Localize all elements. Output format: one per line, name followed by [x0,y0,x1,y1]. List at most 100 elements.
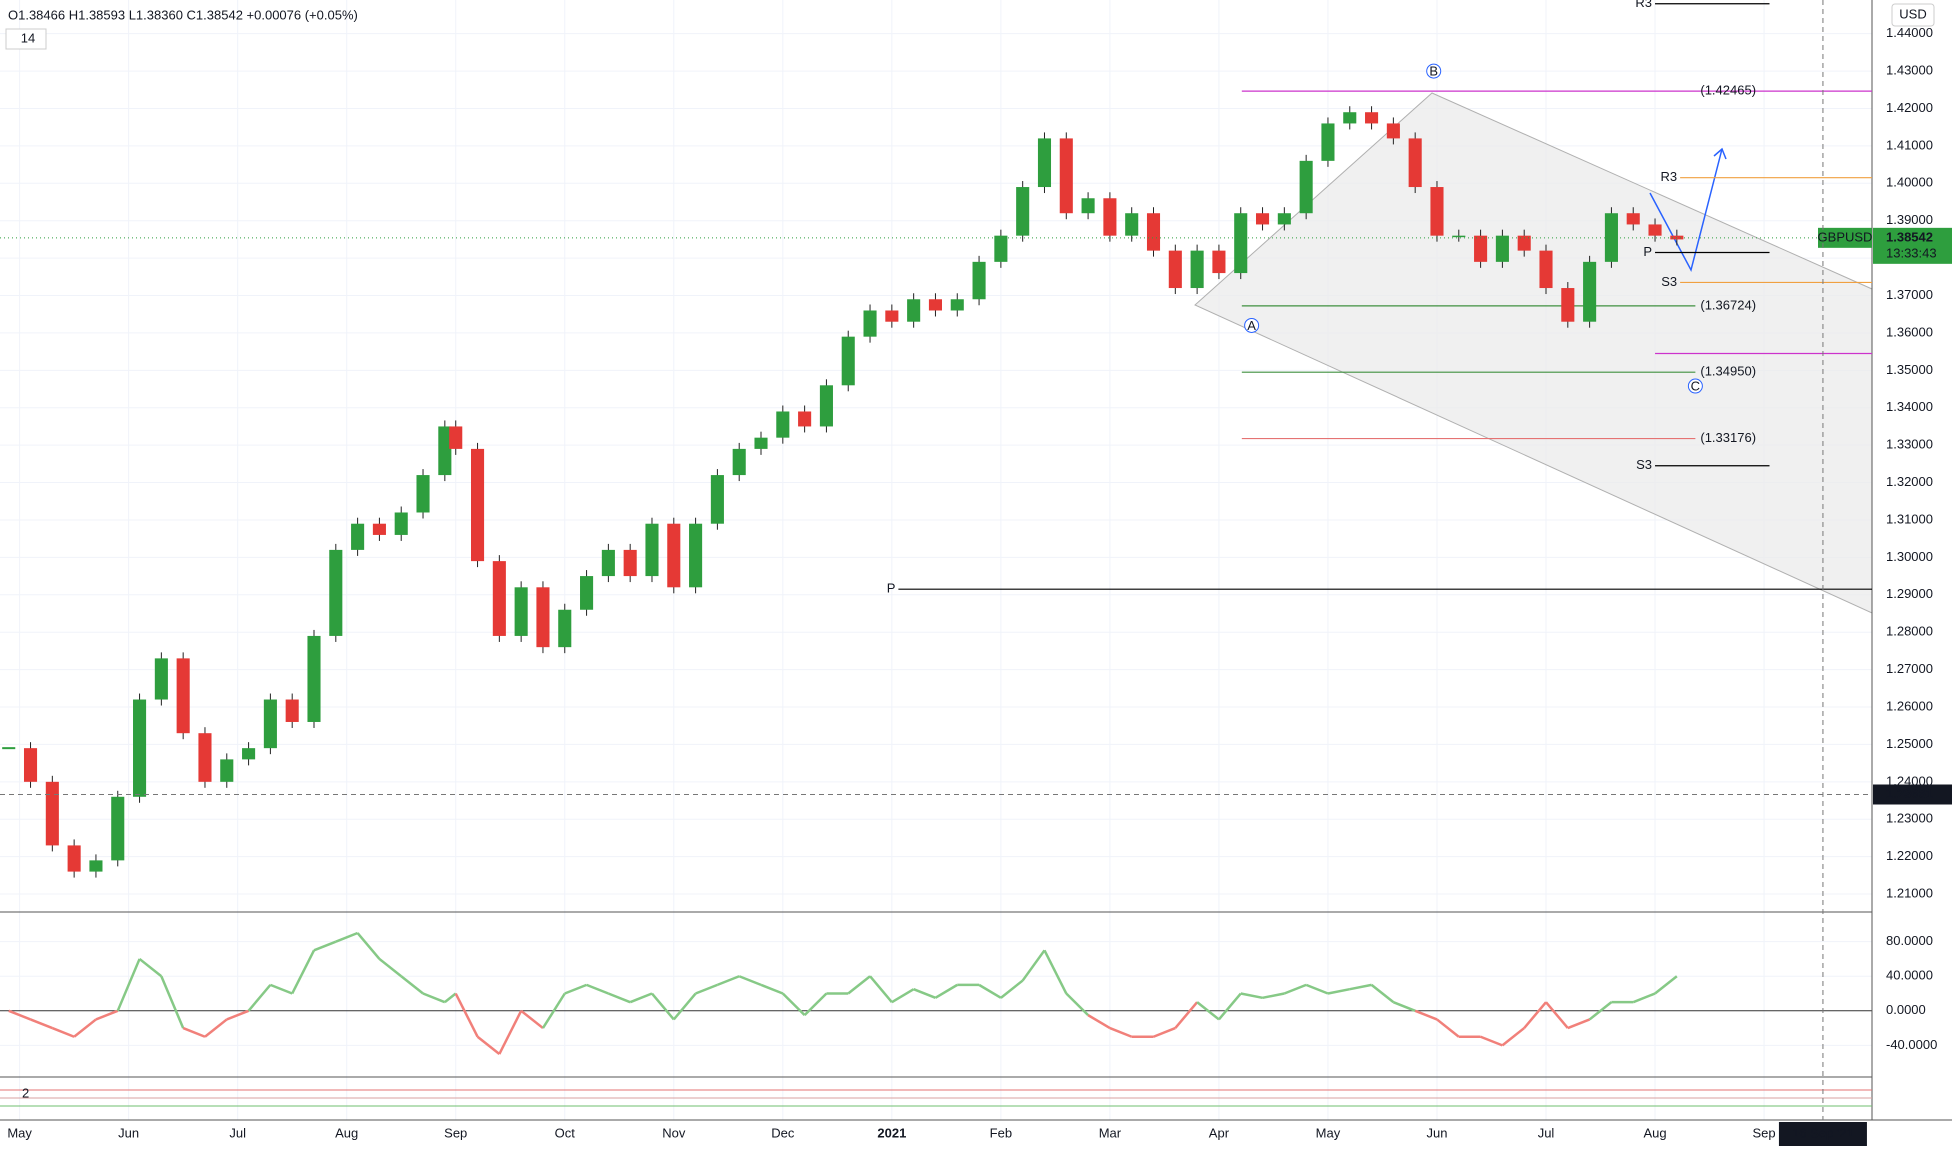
level-label: (1.42465) [1700,83,1756,98]
oscillator-line [1567,1018,1591,1030]
oscillator-line [498,1010,523,1055]
candle [198,733,212,782]
candle [885,310,899,322]
oscillator-line [378,957,402,978]
wave-marker [1426,63,1442,79]
oscillator-line [226,1009,250,1021]
candle [307,635,321,722]
candle [798,411,812,427]
y-tick-label: 1.32000 [1886,474,1933,489]
candle [536,587,550,648]
y2-tick-label: -40.0000 [1886,1037,1937,1052]
y-tick-label: 1.28000 [1886,624,1933,639]
currency-label[interactable]: USD [1899,6,1926,21]
oscillator-line [1087,1014,1111,1030]
candle [1539,250,1553,289]
crosshair-price-tag [1873,784,1952,805]
candle [154,658,168,700]
candle [1146,213,1161,251]
candle [950,299,964,311]
oscillator-line [629,992,653,1004]
x-tick-label: Jun [118,1125,139,1140]
x-tick-label: May [7,1125,32,1140]
candle [732,448,746,476]
candle [1386,123,1400,139]
oscillator-line [204,1018,228,1038]
oscillator-line [1654,975,1678,995]
oscillator-line [803,992,828,1017]
wave-marker [1244,317,1260,333]
y-tick-label: 1.40000 [1886,175,1933,190]
y-tick-label: 1.33000 [1886,437,1933,452]
oscillator-line [444,992,457,1004]
oscillator-line [672,992,697,1021]
candle [351,523,365,550]
countdown-label: 13:33:43 [1886,245,1937,260]
x-tick-label: Jul [229,1125,246,1140]
x-tick-label: Apr [1209,1125,1230,1140]
candle [1168,250,1182,289]
pivot-label: R3 [1635,0,1652,10]
candle [1561,288,1575,322]
candle [1059,138,1073,214]
x-tick-label: Nov [662,1125,686,1140]
oscillator-line [934,983,958,999]
candle [623,549,637,577]
oscillator-line [1370,983,1395,1004]
oscillator-line [1392,1000,1416,1012]
oscillator-line [182,1026,206,1038]
oscillator-line [116,958,141,1012]
level-label: (1.34950) [1700,364,1756,379]
third-pane-label: 2 [22,1085,29,1100]
symbol-tag [1818,227,1872,248]
oscillator-line [978,983,1002,999]
crosshair-date-tag [1778,1122,1867,1146]
candle [438,426,452,476]
oscillator-line [269,983,293,995]
candle [89,860,103,872]
candle [449,426,463,449]
candle [645,523,659,577]
candle [514,587,528,636]
oscillator-line [760,983,784,995]
oscillator-line [1283,983,1307,995]
y-tick-label: 1.23000 [1886,811,1933,826]
oscillator-line [869,975,893,1003]
pane-label-box [5,28,47,50]
x-tick-label: 2021 [877,1125,906,1140]
y-tick-label: 1.34000 [1886,399,1933,414]
candle [1081,198,1095,214]
candle [263,699,277,749]
oscillator-line [1632,992,1656,1004]
candle [1648,224,1662,236]
oscillator-line [695,983,718,995]
oscillator-line [1305,983,1329,995]
candle [1495,235,1509,262]
oscillator-line [422,992,446,1004]
candle [601,549,615,577]
candle [394,512,408,535]
oscillator-line [738,975,762,987]
candle [492,561,506,636]
oscillator-line [1240,992,1263,1000]
oscillator-line [247,984,272,1012]
candle [133,699,147,797]
oscillator-line [1174,1001,1199,1029]
candle [23,748,38,782]
oscillator-line [607,992,631,1004]
oscillator-line [1000,979,1024,999]
candle [1517,235,1531,251]
oscillator-line [30,1018,53,1030]
x-tick-label: Oct [555,1125,576,1140]
x-tick-label: May [1316,1125,1341,1140]
candle [1255,213,1270,225]
oscillator-line [335,931,359,943]
candle [67,845,81,872]
oscillator-line [73,1018,97,1038]
oscillator-line [1480,1035,1503,1047]
candle [45,781,59,846]
currency-button[interactable] [1891,3,1935,27]
oscillator-line [586,983,609,995]
oscillator-line [1436,1018,1460,1038]
y-tick-label: 1.42000 [1886,100,1933,115]
